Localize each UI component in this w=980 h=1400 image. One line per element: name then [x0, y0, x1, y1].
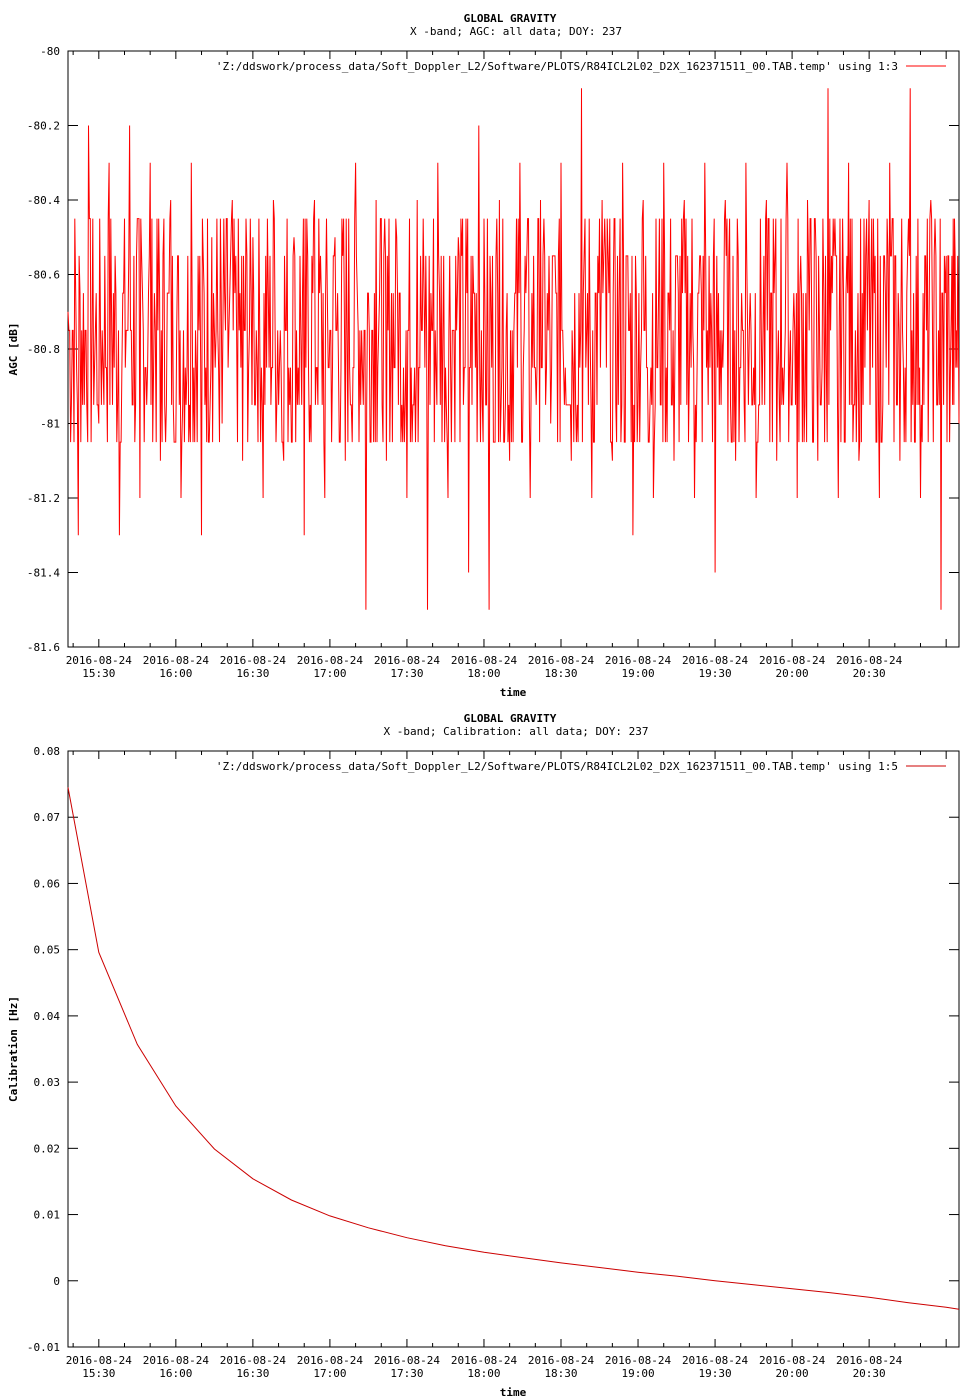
x-tick-date: 2016-08-24 — [451, 654, 518, 667]
x-tick-date: 2016-08-24 — [682, 1354, 749, 1367]
x-tick-time: 16:30 — [236, 667, 269, 680]
series-path — [67, 787, 960, 1310]
x-tick-date: 2016-08-24 — [143, 654, 210, 667]
legend-label: 'Z:/ddswork/process_data/Soft_Doppler_L2… — [216, 760, 898, 773]
x-tick-time: 19:00 — [621, 1367, 654, 1380]
x-tick-time: 18:30 — [544, 667, 577, 680]
x-tick-date: 2016-08-24 — [297, 1354, 364, 1367]
y-tick-label: 0.01 — [34, 1209, 61, 1222]
x-tick-time: 17:30 — [390, 667, 423, 680]
x-tick-date: 2016-08-24 — [605, 654, 672, 667]
x-tick-time: 15:30 — [82, 1367, 115, 1380]
x-tick-time: 17:00 — [313, 667, 346, 680]
y-tick-label: -80.2 — [27, 120, 60, 133]
y-tick-label: -81.2 — [27, 492, 60, 505]
y-axis-label: AGC [dB] — [7, 323, 20, 376]
x-tick-time: 16:00 — [159, 667, 192, 680]
x-tick-time: 20:30 — [853, 667, 886, 680]
tick-marks: -80 -80.2 -80.4 -80.6 -80.8 -81 -81.2 -81.4 -81.… — [27, 45, 959, 680]
tick-marks: 0.08 0.07 0.06 0.05 0.04 0.03 0.02 0.01 0 -0.01 20… — [27, 745, 959, 1380]
x-tick-time: 17:00 — [313, 1367, 346, 1380]
x-tick-date: 2016-08-24 — [759, 1354, 826, 1367]
x-tick-time: 20:30 — [853, 1367, 886, 1380]
x-tick-date: 2016-08-24 — [143, 1354, 210, 1367]
x-tick-date: 2016-08-24 — [759, 654, 826, 667]
y-tick-label: 0.08 — [34, 745, 61, 758]
x-tick-date: 2016-08-24 — [220, 1354, 287, 1367]
y-tick-label: 0 — [53, 1275, 60, 1288]
chart-title: GLOBAL GRAVITY — [464, 712, 557, 725]
legend-label: 'Z:/ddswork/process_data/Soft_Doppler_L2… — [216, 60, 898, 73]
x-tick-time: 19:00 — [621, 667, 654, 680]
x-tick-time: 20:00 — [776, 1367, 809, 1380]
y-axis-label: Calibration [Hz] — [7, 996, 20, 1102]
x-tick-date: 2016-08-24 — [682, 654, 749, 667]
x-axis-label: time — [500, 1386, 527, 1399]
x-tick-date: 2016-08-24 — [605, 1354, 672, 1367]
x-tick-time: 18:30 — [544, 1367, 577, 1380]
x-tick-time: 18:00 — [467, 1367, 500, 1380]
series-line — [67, 787, 960, 1310]
y-tick-label: -81 — [40, 418, 60, 431]
chart-subtitle: X -band; Calibration: all data; DOY: 237 — [384, 725, 649, 738]
y-tick-label: -81.4 — [27, 567, 60, 580]
y-tick-label: -81.6 — [27, 641, 60, 654]
agc-chart: GLOBAL GRAVITY X -band; AGC: all data; D… — [7, 12, 960, 699]
x-tick-time: 16:30 — [236, 1367, 269, 1380]
y-tick-label: 0.07 — [34, 811, 61, 824]
chart-title: GLOBAL GRAVITY — [464, 12, 557, 25]
x-tick-time: 19:30 — [699, 667, 732, 680]
y-tick-label: 0.03 — [34, 1076, 61, 1089]
x-tick-date: 2016-08-24 — [836, 654, 903, 667]
y-tick-label: 0.02 — [34, 1142, 61, 1155]
x-tick-time: 19:30 — [699, 1367, 732, 1380]
x-axis-label: time — [500, 686, 527, 699]
series-line — [67, 88, 960, 610]
x-tick-time: 16:00 — [159, 1367, 192, 1380]
chart-subtitle: X -band; AGC: all data; DOY: 237 — [410, 25, 622, 38]
x-tick-time: 15:30 — [82, 667, 115, 680]
x-tick-date: 2016-08-24 — [297, 654, 364, 667]
y-tick-label: -80.8 — [27, 343, 60, 356]
x-tick-date: 2016-08-24 — [528, 654, 595, 667]
plot-frame — [67, 750, 960, 1348]
y-tick-label: -0.01 — [27, 1341, 60, 1354]
x-tick-time: 20:00 — [776, 667, 809, 680]
y-tick-label: -80.4 — [27, 194, 60, 207]
calibration-chart: GLOBAL GRAVITY X -band; Calibration: all… — [7, 712, 960, 1399]
y-tick-label: -80.6 — [27, 269, 60, 282]
x-tick-date: 2016-08-24 — [374, 1354, 441, 1367]
x-tick-date: 2016-08-24 — [528, 1354, 595, 1367]
y-tick-label: 0.05 — [34, 944, 61, 957]
x-tick-time: 18:00 — [467, 667, 500, 680]
x-tick-date: 2016-08-24 — [374, 654, 441, 667]
x-tick-date: 2016-08-24 — [836, 1354, 903, 1367]
x-tick-date: 2016-08-24 — [66, 654, 133, 667]
y-tick-label: -80 — [40, 45, 60, 58]
y-tick-label: 0.04 — [34, 1010, 61, 1023]
x-tick-date: 2016-08-24 — [220, 654, 287, 667]
x-tick-time: 17:30 — [390, 1367, 423, 1380]
x-tick-date: 2016-08-24 — [451, 1354, 518, 1367]
x-tick-date: 2016-08-24 — [66, 1354, 133, 1367]
y-tick-label: 0.06 — [34, 877, 61, 890]
series-path — [67, 88, 960, 610]
